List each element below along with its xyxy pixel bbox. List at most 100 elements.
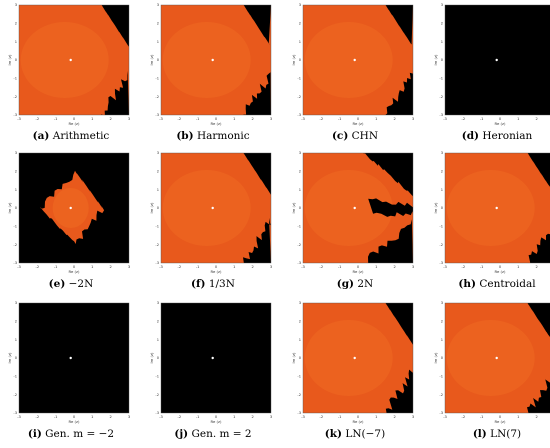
y-tick-label: -1 <box>155 375 159 379</box>
x-tick-label: -1 <box>54 117 58 121</box>
x-tick-label: -1 <box>338 117 342 121</box>
x-tick-label: -3 <box>301 117 305 121</box>
y-tick-label: 2 <box>299 170 301 174</box>
root-point <box>496 357 498 359</box>
y-tick-label: 2 <box>441 22 443 26</box>
panel-caption: (k) LN(−7) <box>291 427 419 441</box>
x-tick-label: -2 <box>462 265 466 269</box>
y-tick-label: 1 <box>299 40 301 44</box>
y-tick-label: -2 <box>155 243 159 247</box>
y-tick-label: -2 <box>297 393 301 397</box>
y-tick-label: -1 <box>13 225 17 229</box>
panel-caption: (h) Centroidal <box>433 277 550 291</box>
y-axis-label: Im (z) <box>7 202 12 213</box>
x-axis-label: Re (z) <box>353 419 364 424</box>
x-tick-label: -2 <box>36 265 40 269</box>
y-axis-label: Im (z) <box>7 54 12 65</box>
x-tick-label: 2 <box>394 265 396 269</box>
x-tick-label: -2 <box>178 117 182 121</box>
y-tick-label: -2 <box>297 95 301 99</box>
y-tick-label: 2 <box>299 22 301 26</box>
x-tick-label: 3 <box>412 117 414 121</box>
x-tick-label: 1 <box>517 265 519 269</box>
y-tick-label: 2 <box>441 170 443 174</box>
y-tick-label: 1 <box>441 188 443 192</box>
x-tick-label: -1 <box>54 415 58 419</box>
panel-caption: (i) Gen. m = −2 <box>7 427 135 441</box>
panel-name: Harmonic <box>194 130 250 142</box>
y-tick-label: -2 <box>439 243 443 247</box>
y-tick-label: 0 <box>299 206 302 210</box>
x-tick-label: 3 <box>128 415 130 419</box>
root-point <box>354 357 356 359</box>
y-tick-label: -1 <box>439 225 443 229</box>
x-tick-label: -3 <box>17 117 21 121</box>
y-tick-label: 0 <box>15 206 18 210</box>
y-tick-label: -1 <box>297 375 301 379</box>
root-point <box>212 357 214 359</box>
panel-name: Gen. m = 2 <box>188 428 252 440</box>
y-tick-label: 3 <box>299 3 301 7</box>
panel-label: (g) <box>337 278 354 290</box>
x-axis-label: Re (z) <box>495 269 506 274</box>
x-tick-label: 2 <box>536 265 538 269</box>
x-tick-label: 1 <box>375 415 377 419</box>
y-tick-label: 3 <box>441 3 443 7</box>
y-tick-label: -3 <box>439 411 443 415</box>
x-tick-label: 1 <box>233 117 235 121</box>
y-tick-label: -3 <box>13 113 17 117</box>
panel-name: CHN <box>348 130 378 142</box>
x-tick-label: -1 <box>338 415 342 419</box>
y-tick-label: -3 <box>439 113 443 117</box>
y-tick-label: -2 <box>13 243 17 247</box>
y-tick-label: 1 <box>299 338 301 342</box>
panel-label: (d) <box>462 130 479 142</box>
panel-label: (k) <box>325 428 342 440</box>
panel-caption: (c) CHN <box>291 129 419 143</box>
x-tick-label: -2 <box>320 415 324 419</box>
y-tick-label: 3 <box>441 151 443 155</box>
y-tick-label: -3 <box>155 113 159 117</box>
panel-caption: (f) 1/3N <box>149 277 277 291</box>
y-tick-label: 2 <box>15 320 17 324</box>
divergent-region <box>19 303 129 413</box>
y-tick-label: 1 <box>15 188 17 192</box>
panel-label: (a) <box>33 130 50 142</box>
y-tick-label: -3 <box>297 261 301 265</box>
x-axis-label: Re (z) <box>69 121 80 126</box>
x-axis-label: Re (z) <box>211 419 222 424</box>
panel-label: (e) <box>49 278 66 290</box>
y-tick-label: -1 <box>155 77 159 81</box>
x-tick-label: -3 <box>443 117 447 121</box>
y-tick-label: 3 <box>15 151 17 155</box>
y-tick-label: 1 <box>157 338 159 342</box>
root-point <box>70 59 72 61</box>
y-tick-label: 2 <box>441 320 443 324</box>
y-tick-label: -1 <box>297 225 301 229</box>
y-tick-label: 0 <box>299 356 302 360</box>
y-tick-label: -3 <box>439 261 443 265</box>
y-tick-label: -2 <box>439 95 443 99</box>
panel-label: (f) <box>191 278 205 290</box>
panel-name: 2N <box>354 278 373 290</box>
y-tick-label: -2 <box>439 393 443 397</box>
y-tick-label: 1 <box>15 40 17 44</box>
x-tick-label: -3 <box>17 415 21 419</box>
panel-caption: (d) Heronian <box>433 129 550 143</box>
y-tick-label: 0 <box>441 356 444 360</box>
x-tick-label: -2 <box>36 117 40 121</box>
divergent-region <box>161 303 271 413</box>
x-tick-label: 3 <box>270 265 272 269</box>
y-tick-label: 3 <box>299 151 301 155</box>
